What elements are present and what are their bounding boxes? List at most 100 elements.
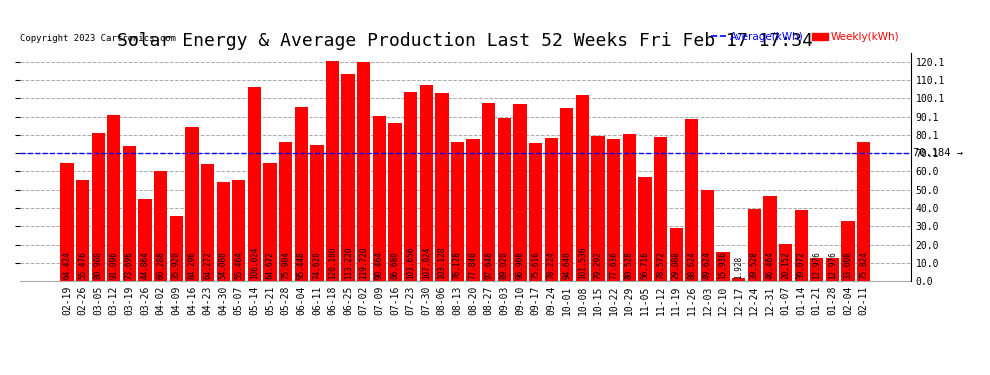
Bar [560, 108, 573, 281]
Text: 39.072: 39.072 [797, 252, 806, 279]
Bar [404, 92, 417, 281]
Legend: Average(kWh), Weekly(kWh): Average(kWh), Weekly(kWh) [707, 28, 904, 46]
Text: 75.904: 75.904 [281, 252, 290, 279]
Text: 88.624: 88.624 [687, 252, 696, 279]
Bar [295, 106, 308, 281]
Bar [373, 116, 386, 281]
Text: 75.824: 75.824 [859, 252, 868, 279]
Bar [779, 244, 792, 281]
Text: 101.536: 101.536 [578, 247, 587, 279]
Text: 73.696: 73.696 [125, 252, 134, 279]
Text: 29.088: 29.088 [671, 252, 681, 279]
Bar [263, 163, 276, 281]
Text: 64.272: 64.272 [203, 252, 212, 279]
Bar [232, 180, 246, 281]
Text: 106.024: 106.024 [249, 247, 259, 279]
Text: 39.528: 39.528 [749, 252, 758, 279]
Text: 75.616: 75.616 [531, 252, 541, 279]
Bar [607, 139, 621, 281]
Bar [747, 209, 761, 281]
Text: 91.096: 91.096 [109, 252, 119, 279]
Bar [357, 62, 370, 281]
Text: 76.128: 76.128 [453, 252, 462, 279]
Text: 74.620: 74.620 [313, 252, 322, 279]
Bar [342, 74, 354, 281]
Bar [185, 127, 199, 281]
Bar [279, 142, 292, 281]
Text: 60.288: 60.288 [156, 252, 165, 279]
Text: 64.424: 64.424 [62, 252, 71, 279]
Text: 54.080: 54.080 [219, 252, 228, 279]
Bar [514, 104, 527, 281]
Text: 90.464: 90.464 [375, 252, 384, 279]
Bar [810, 258, 824, 281]
Title: Solar Energy & Average Production Last 52 Weeks Fri Feb 17 17:34: Solar Energy & Average Production Last 5… [117, 32, 814, 50]
Bar [669, 228, 683, 281]
Bar [466, 139, 480, 281]
Text: 1.928: 1.928 [735, 256, 743, 279]
Bar [842, 221, 854, 281]
Bar [123, 146, 136, 281]
Text: Copyright 2023 Cartronics.com: Copyright 2023 Cartronics.com [20, 34, 175, 44]
Bar [732, 278, 745, 281]
Text: 80.900: 80.900 [94, 252, 103, 279]
Text: 86.680: 86.680 [390, 252, 400, 279]
Bar [201, 164, 214, 281]
Bar [154, 171, 167, 281]
Bar [654, 138, 667, 281]
Bar [544, 138, 557, 281]
Text: 119.720: 119.720 [359, 247, 368, 279]
Text: 46.464: 46.464 [765, 252, 774, 279]
Text: 44.864: 44.864 [141, 252, 149, 279]
Text: 12.976: 12.976 [828, 252, 837, 279]
Bar [826, 258, 840, 281]
Text: 56.716: 56.716 [641, 252, 649, 279]
Bar [139, 199, 151, 281]
Bar [529, 143, 543, 281]
Text: 35.920: 35.920 [172, 252, 181, 279]
Text: 64.672: 64.672 [265, 252, 274, 279]
Text: 103.128: 103.128 [438, 247, 446, 279]
Text: 107.024: 107.024 [422, 247, 431, 279]
Bar [107, 114, 121, 281]
Bar [76, 180, 89, 281]
Bar [857, 142, 870, 281]
Text: 49.624: 49.624 [703, 252, 712, 279]
Text: 84.296: 84.296 [187, 252, 196, 279]
Bar [482, 102, 495, 281]
Text: 79.292: 79.292 [594, 252, 603, 279]
Text: 103.656: 103.656 [406, 247, 415, 279]
Bar [795, 210, 808, 281]
Text: 89.020: 89.020 [500, 252, 509, 279]
Text: 95.448: 95.448 [297, 252, 306, 279]
Text: 12.976: 12.976 [812, 252, 822, 279]
Bar [217, 182, 230, 281]
Bar [717, 252, 730, 281]
Bar [388, 123, 402, 281]
Text: 78.572: 78.572 [656, 252, 665, 279]
Bar [639, 177, 651, 281]
Bar [623, 134, 636, 281]
Text: 77.636: 77.636 [609, 252, 618, 279]
Bar [498, 118, 511, 281]
Bar [420, 86, 433, 281]
Text: 77.840: 77.840 [468, 252, 477, 279]
Text: 33.008: 33.008 [843, 252, 852, 279]
Bar [310, 145, 324, 281]
Bar [248, 87, 261, 281]
Text: 80.528: 80.528 [625, 252, 634, 279]
Bar [576, 96, 589, 281]
Text: 113.220: 113.220 [344, 247, 352, 279]
Text: 15.936: 15.936 [719, 252, 728, 279]
Text: 120.100: 120.100 [328, 247, 337, 279]
Bar [326, 62, 340, 281]
Text: 20.152: 20.152 [781, 252, 790, 279]
Text: 55.476: 55.476 [78, 252, 87, 279]
Bar [91, 133, 105, 281]
Text: 94.640: 94.640 [562, 252, 571, 279]
Text: 70.184 →: 70.184 → [913, 148, 962, 158]
Bar [763, 196, 776, 281]
Bar [169, 216, 183, 281]
Bar [685, 119, 699, 281]
Bar [60, 164, 73, 281]
